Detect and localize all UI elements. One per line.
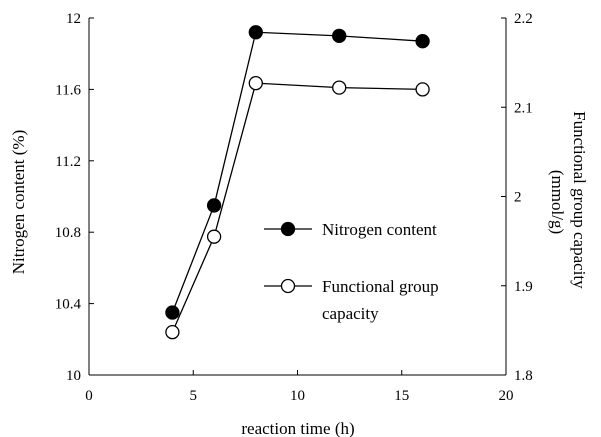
legend-marker-nitrogen-content xyxy=(280,221,296,237)
functional-group-capacity-point xyxy=(332,80,347,95)
functional-group-capacity-series xyxy=(165,76,430,340)
functional-group-capacity-point xyxy=(206,229,222,244)
nitrogen-content-point xyxy=(415,34,430,49)
legend-label-functional-group-capacity: capacity xyxy=(322,304,379,323)
nitrogen-content-point xyxy=(165,305,180,320)
x-axis-title: reaction time (h) xyxy=(241,419,354,437)
x-axis-ticks: 0 5 10 15 20 xyxy=(85,370,514,404)
legend-marker-functional-group-capacity xyxy=(280,278,296,294)
x-tick-label: 15 xyxy=(394,388,409,404)
nitrogen-content-point xyxy=(332,28,347,43)
left-y-tick-label: 11.6 xyxy=(55,82,81,98)
left-y-tick-label: 11.2 xyxy=(55,154,81,170)
right-y-tick-label: 2.1 xyxy=(514,100,533,116)
legend-label-nitrogen-content: Nitrogen content xyxy=(322,220,437,239)
nitrogen-content-series xyxy=(165,25,430,320)
x-tick-label: 10 xyxy=(290,388,305,404)
functional-group-capacity-point xyxy=(415,82,430,97)
right-y-axis-ticks: 1.8 1.9 2 2.1 2.2 xyxy=(501,11,533,384)
nitrogen-content-point xyxy=(248,25,263,40)
right-y-tick-label: 2 xyxy=(514,190,522,206)
right-y-axis-title-line-2: (mmol/g) xyxy=(548,170,567,234)
left-y-tick-label: 10.8 xyxy=(55,225,81,241)
right-y-tick-label: 1.9 xyxy=(514,279,533,295)
left-y-tick-label: 12 xyxy=(66,11,81,27)
left-y-axis-ticks: 10 10.4 10.8 11.2 11.6 12 xyxy=(55,11,94,384)
x-tick-label: 20 xyxy=(499,388,514,404)
x-tick-label: 5 xyxy=(190,388,198,404)
nitrogen-content-line xyxy=(171,31,423,313)
legend-label-functional-group-capacity: Functional group xyxy=(322,277,439,296)
series-layer xyxy=(165,25,430,340)
left-y-tick-label: 10.4 xyxy=(55,297,82,313)
functional-group-capacity-point xyxy=(165,325,180,340)
right-y-axis-title: Functional group capacity (mmol/g) xyxy=(548,111,589,293)
left-y-tick-label: 10 xyxy=(66,368,81,384)
right-y-tick-label: 1.8 xyxy=(514,368,533,384)
x-tick-label: 0 xyxy=(85,388,93,404)
right-y-tick-label: 2.2 xyxy=(514,11,533,27)
chart-axes xyxy=(88,18,507,376)
right-y-axis-title-line-1: Functional group capacity xyxy=(570,111,589,289)
legend: Nitrogen content Functional group capacity xyxy=(264,220,439,323)
nitrogen-content-point xyxy=(206,198,222,213)
functional-group-capacity-point xyxy=(248,76,263,91)
left-y-axis-title: Nitrogen content (%) xyxy=(9,130,28,274)
